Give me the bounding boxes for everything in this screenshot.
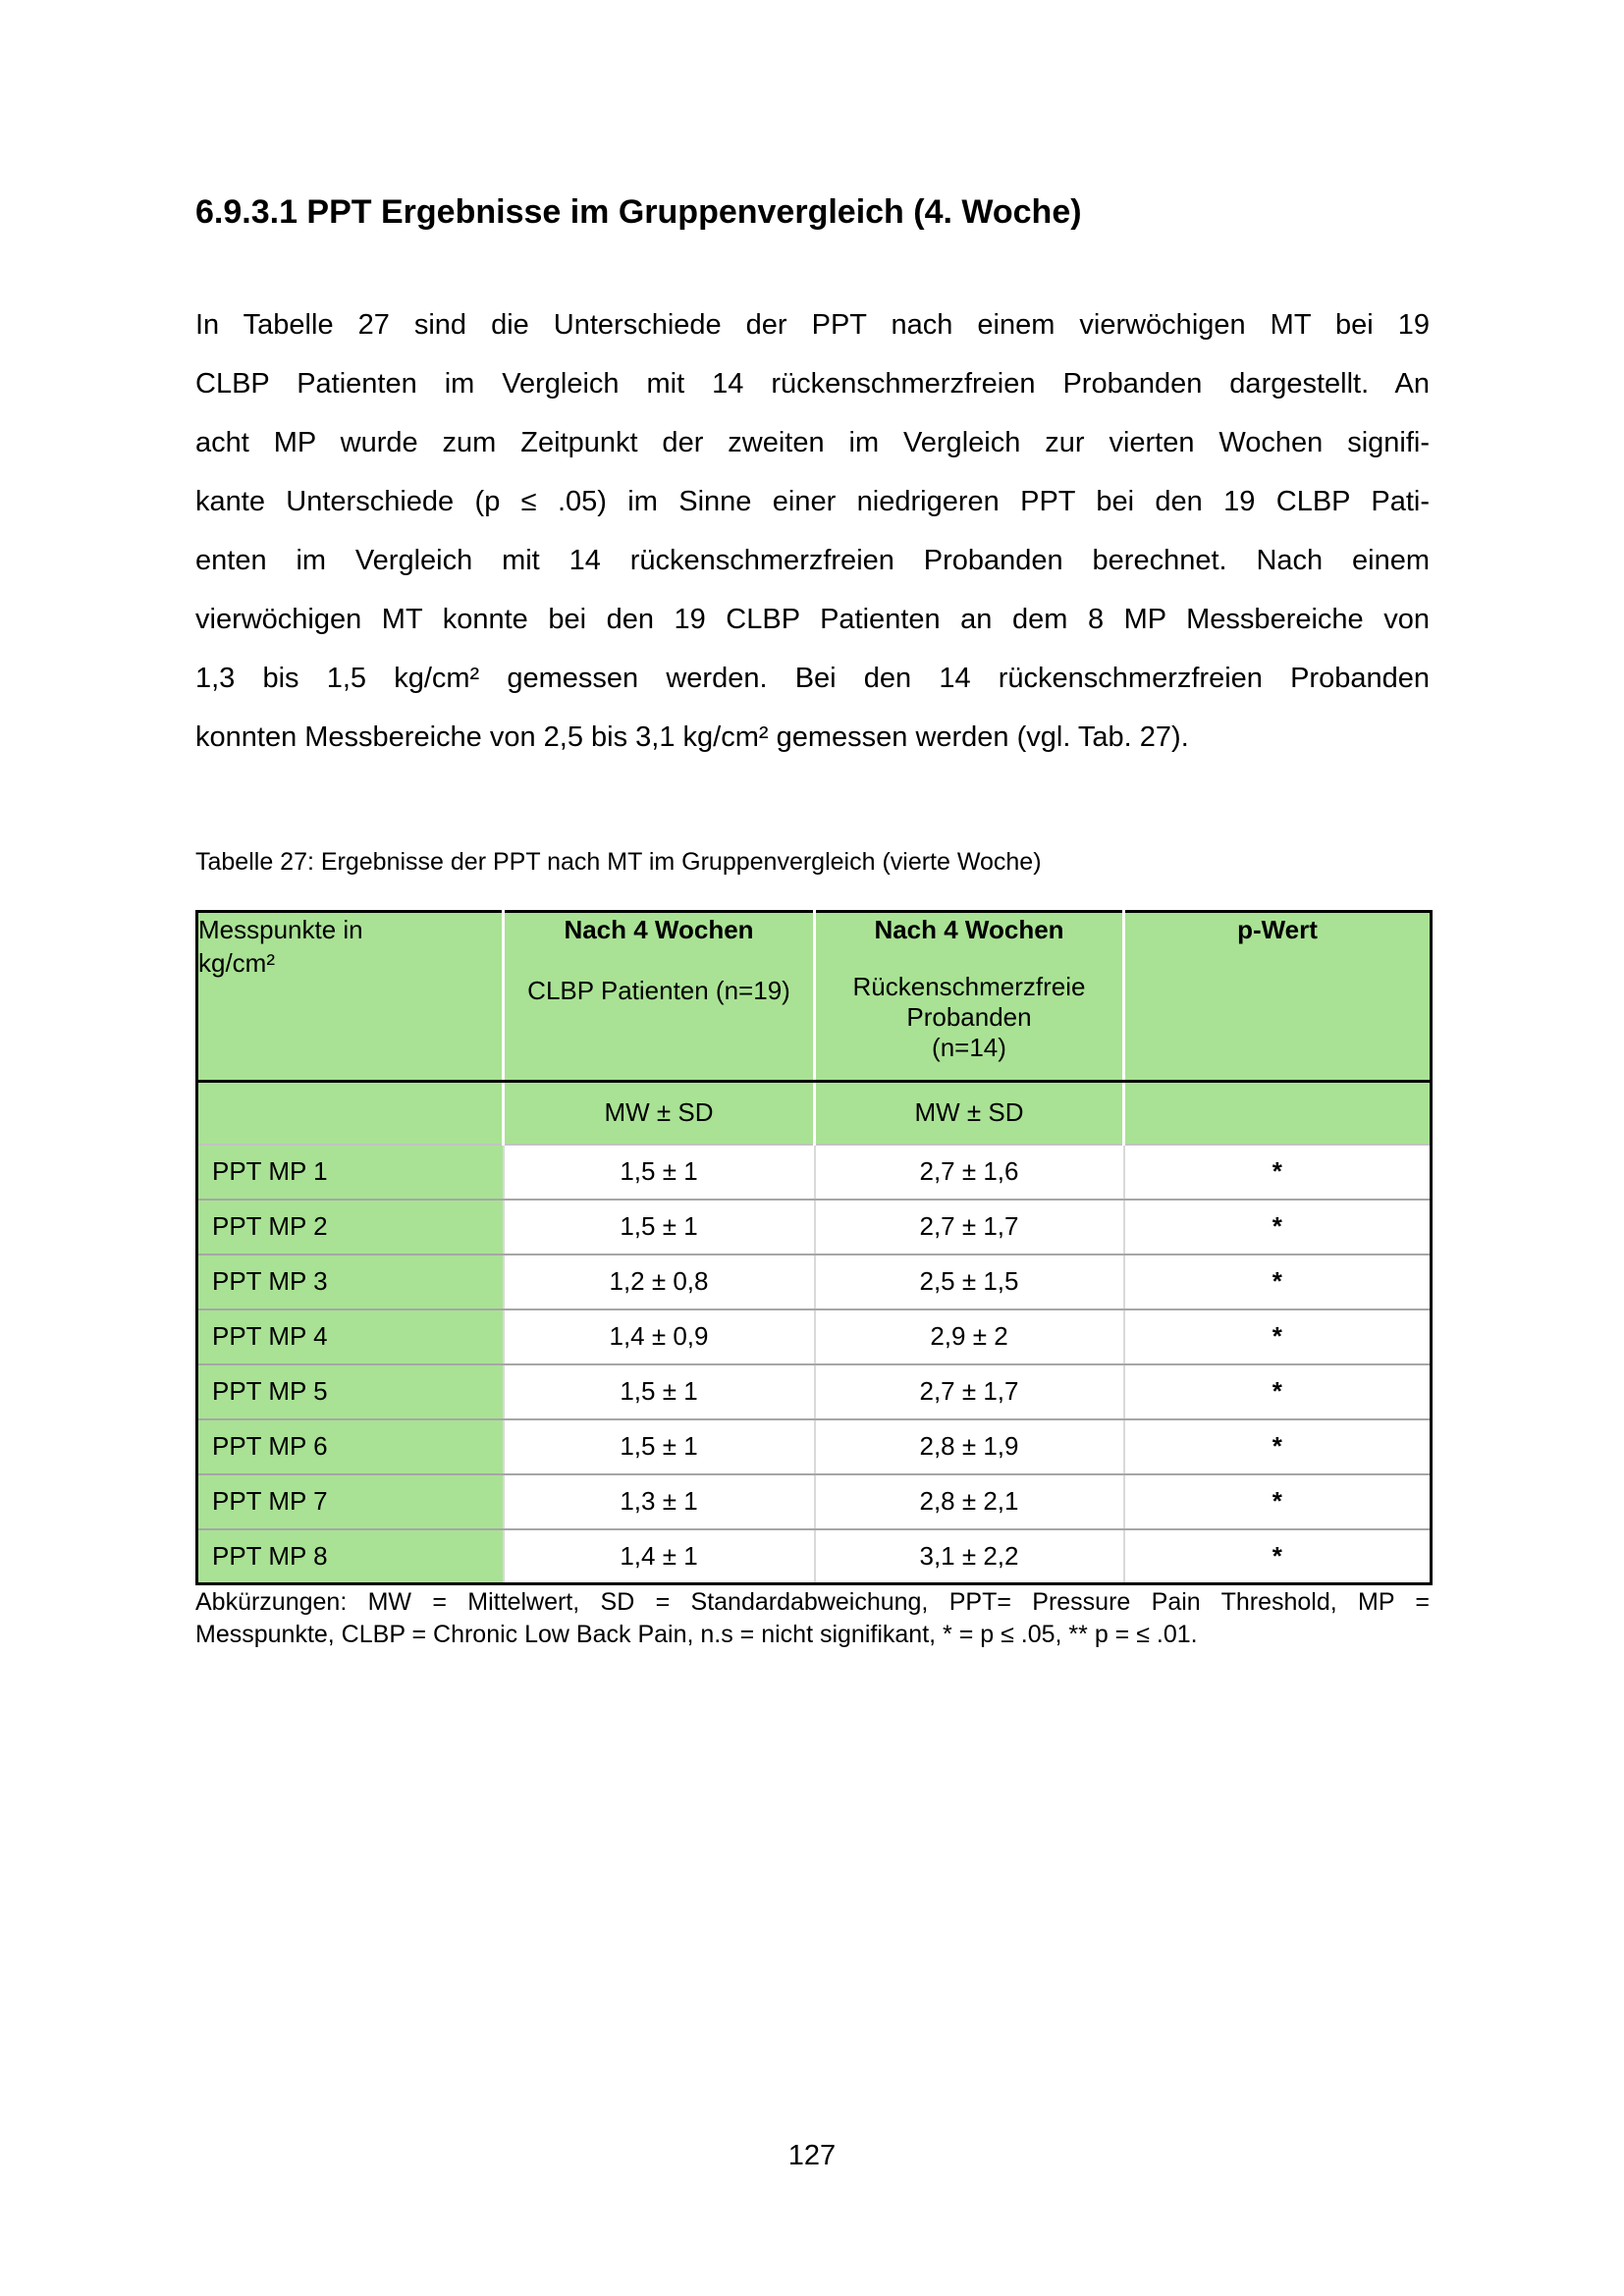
- clbp-value: 1,2 ± 0,8: [503, 1254, 816, 1310]
- table-stat-row: MW ± SD MW ± SD: [196, 1081, 1432, 1146]
- painfree-value: 2,7 ± 1,6: [814, 1144, 1125, 1201]
- paragraph-line: kante Unterschiede (p ≤ .05) im Sinne ei…: [195, 486, 1430, 517]
- clbp-value: 1,5 ± 1: [503, 1363, 816, 1420]
- table-row: PPT MP 5 1,5 ± 1 2,7 ± 1,7 *: [196, 1363, 1432, 1420]
- footnote-line: Abkürzungen: MW = Mittelwert, SD = Stand…: [195, 1588, 1430, 1616]
- p-value: *: [1123, 1308, 1432, 1365]
- painfree-value: 2,7 ± 1,7: [814, 1363, 1125, 1420]
- row-label: PPT MP 1: [196, 1144, 505, 1201]
- paragraph-line: vierwöchigen MT konnte bei den 19 CLBP P…: [195, 604, 1430, 635]
- p-value: *: [1123, 1528, 1432, 1584]
- stat-cell-mw-sd: MW ± SD: [503, 1081, 816, 1146]
- table-row: PPT MP 6 1,5 ± 1 2,8 ± 1,9 *: [196, 1418, 1432, 1475]
- footnote-line: Messpunkte, CLBP = Chronic Low Back Pain…: [195, 1621, 1198, 1648]
- header-painfree-sub-line: (n=14): [932, 1033, 1006, 1062]
- row-label: PPT MP 7: [196, 1473, 505, 1530]
- row-label: PPT MP 8: [196, 1528, 505, 1584]
- paragraph-line: 1,3 bis 1,5 kg/cm² gemessen werden. Bei …: [195, 663, 1430, 694]
- header-cell-p-wert: p-Wert: [1123, 911, 1432, 1083]
- paragraph-line: In Tabelle 27 sind die Unterschiede der …: [195, 309, 1430, 341]
- results-table: Messpunkte in kg/cm² Nach 4 Wochen CLBP …: [195, 910, 1433, 1585]
- clbp-value: 1,5 ± 1: [503, 1418, 816, 1475]
- table-row: PPT MP 4 1,4 ± 0,9 2,9 ± 2 *: [196, 1308, 1432, 1365]
- paragraph-line: konnten Messbereiche von 2,5 bis 3,1 kg/…: [195, 721, 1189, 753]
- table-header-row: Messpunkte in kg/cm² Nach 4 Wochen CLBP …: [196, 911, 1432, 1083]
- header-cell-messpunkte: Messpunkte in kg/cm²: [196, 911, 505, 1083]
- paragraph-line: acht MP wurde zum Zeitpunkt der zweiten …: [195, 427, 1430, 458]
- painfree-value: 2,8 ± 1,9: [814, 1418, 1125, 1475]
- table-caption: Tabelle 27: Ergebnisse der PPT nach MT i…: [195, 848, 1042, 876]
- p-value: *: [1123, 1144, 1432, 1201]
- stat-cell-mw-sd: MW ± SD: [814, 1081, 1125, 1146]
- table-row: PPT MP 3 1,2 ± 0,8 2,5 ± 1,5 *: [196, 1254, 1432, 1310]
- p-value: *: [1123, 1473, 1432, 1530]
- p-value: *: [1123, 1363, 1432, 1420]
- painfree-value: 2,5 ± 1,5: [814, 1254, 1125, 1310]
- header-painfree-subtitle: Rückenschmerzfreie Probanden (n=14): [816, 972, 1122, 1063]
- row-label: PPT MP 4: [196, 1308, 505, 1365]
- p-value: *: [1123, 1199, 1432, 1255]
- row-label: PPT MP 5: [196, 1363, 505, 1420]
- painfree-value: 2,9 ± 2: [814, 1308, 1125, 1365]
- table-row: PPT MP 1 1,5 ± 1 2,7 ± 1,6 *: [196, 1144, 1432, 1201]
- header-painfree-title: Nach 4 Wochen: [874, 915, 1064, 944]
- stat-cell-empty: [196, 1081, 505, 1146]
- table-row: PPT MP 2 1,5 ± 1 2,7 ± 1,7 *: [196, 1199, 1432, 1255]
- row-label: PPT MP 3: [196, 1254, 505, 1310]
- painfree-value: 2,8 ± 2,1: [814, 1473, 1125, 1530]
- p-value: *: [1123, 1254, 1432, 1310]
- header-painfree-sub-line: Probanden: [906, 1002, 1032, 1032]
- p-value: *: [1123, 1418, 1432, 1475]
- clbp-value: 1,4 ± 0,9: [503, 1308, 816, 1365]
- clbp-value: 1,5 ± 1: [503, 1144, 816, 1201]
- clbp-value: 1,4 ± 1: [503, 1528, 816, 1584]
- header-clbp-title: Nach 4 Wochen: [564, 915, 754, 944]
- table-row: PPT MP 7 1,3 ± 1 2,8 ± 2,1 *: [196, 1473, 1432, 1530]
- header-painfree-sub-line: Rückenschmerzfreie: [852, 972, 1086, 1001]
- paragraph-line: enten im Vergleich mit 14 rückenschmerzf…: [195, 545, 1430, 576]
- header-cell-painfree: Nach 4 Wochen Rückenschmerzfreie Proband…: [814, 911, 1125, 1083]
- table-row: PPT MP 8 1,4 ± 1 3,1 ± 2,2 *: [196, 1528, 1432, 1584]
- header-messpunkte-line2: kg/cm²: [198, 948, 275, 978]
- painfree-value: 2,7 ± 1,7: [814, 1199, 1125, 1255]
- clbp-value: 1,5 ± 1: [503, 1199, 816, 1255]
- painfree-value: 3,1 ± 2,2: [814, 1528, 1125, 1584]
- clbp-value: 1,3 ± 1: [503, 1473, 816, 1530]
- table-footnote: Abkürzungen: MW = Mittelwert, SD = Stand…: [195, 1586, 1430, 1651]
- header-messpunkte-line1: Messpunkte in: [198, 915, 363, 944]
- header-cell-clbp: Nach 4 Wochen CLBP Patienten (n=19): [503, 911, 816, 1083]
- row-label: PPT MP 2: [196, 1199, 505, 1255]
- row-label: PPT MP 6: [196, 1418, 505, 1475]
- page-number: 127: [787, 2140, 837, 2171]
- section-heading: 6.9.3.1 PPT Ergebnisse im Gruppenverglei…: [195, 193, 1082, 231]
- stat-cell-empty: [1123, 1081, 1432, 1146]
- header-p-wert-label: p-Wert: [1237, 915, 1318, 944]
- paragraph-line: CLBP Patienten im Vergleich mit 14 rücke…: [195, 368, 1430, 400]
- body-paragraph: In Tabelle 27 sind die Unterschiede der …: [195, 295, 1430, 767]
- header-clbp-subtitle: CLBP Patienten (n=19): [527, 976, 790, 1005]
